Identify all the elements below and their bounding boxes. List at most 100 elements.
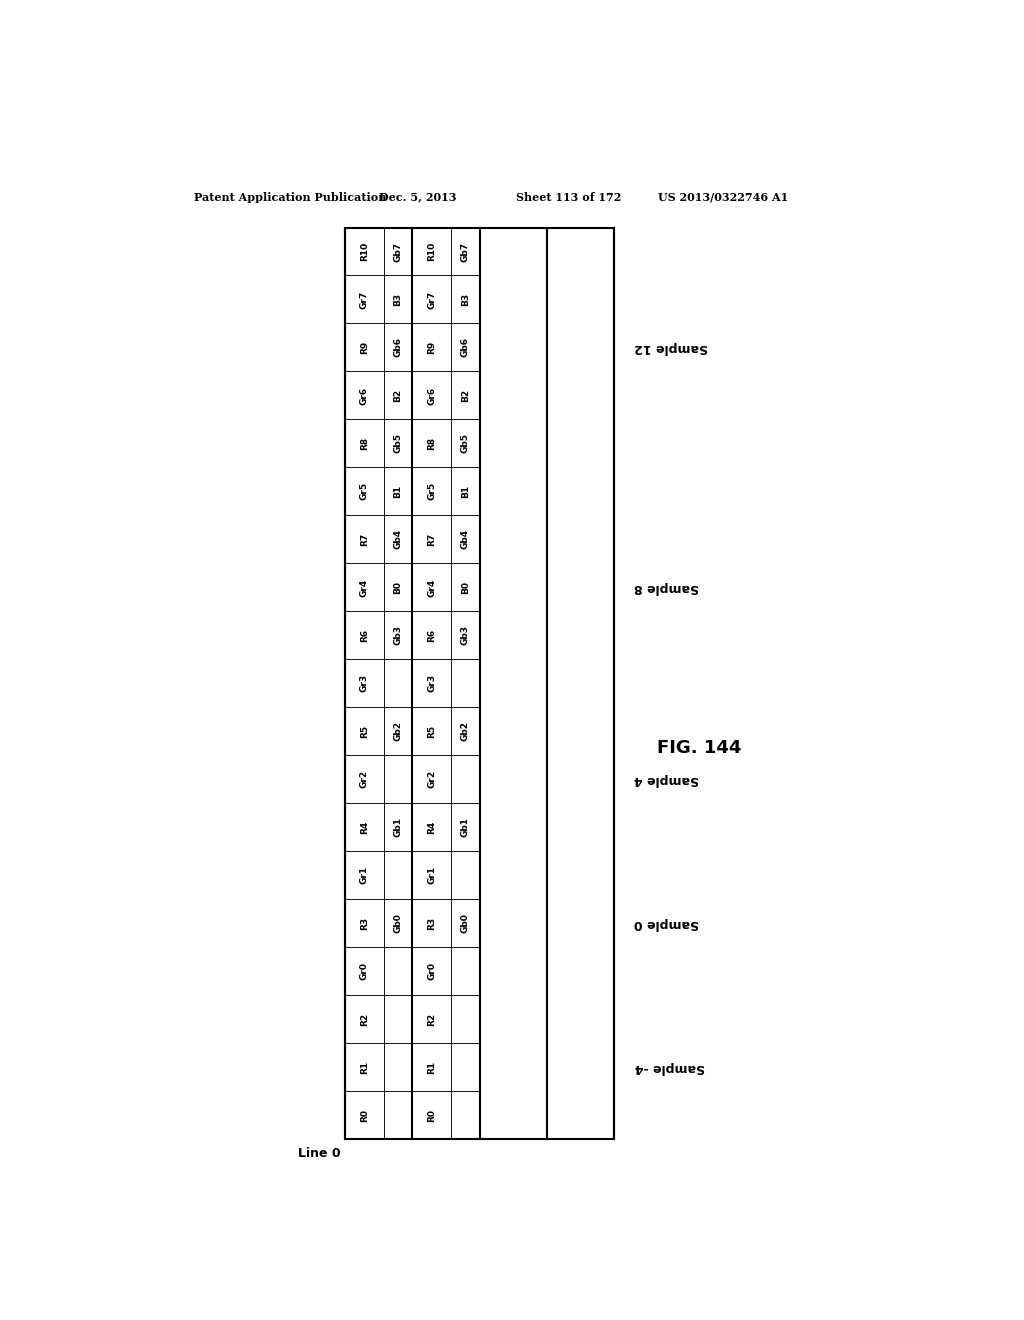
Text: R2: R2 bbox=[427, 1012, 436, 1026]
Text: Gr6: Gr6 bbox=[427, 387, 436, 404]
Bar bbox=[452, 1092, 479, 1139]
Text: R3: R3 bbox=[427, 916, 436, 929]
Text: Gb3: Gb3 bbox=[461, 626, 470, 645]
Text: R9: R9 bbox=[427, 341, 436, 354]
Text: Gr5: Gr5 bbox=[359, 482, 369, 500]
Bar bbox=[412, 227, 452, 276]
Text: Gr4: Gr4 bbox=[359, 578, 369, 597]
Bar bbox=[452, 995, 479, 1043]
Bar bbox=[345, 1043, 384, 1092]
Bar bbox=[412, 1092, 452, 1139]
Text: R4: R4 bbox=[359, 821, 369, 834]
Bar bbox=[345, 611, 384, 660]
Bar bbox=[384, 804, 412, 851]
Text: Gb5: Gb5 bbox=[393, 433, 402, 454]
Bar bbox=[412, 371, 452, 420]
Bar bbox=[452, 611, 479, 660]
Text: Gr3: Gr3 bbox=[359, 675, 369, 693]
Text: R9: R9 bbox=[359, 341, 369, 354]
Text: Gb0: Gb0 bbox=[393, 913, 402, 933]
Text: R6: R6 bbox=[359, 628, 369, 642]
Text: Line 0: Line 0 bbox=[298, 1147, 341, 1160]
Text: R8: R8 bbox=[359, 437, 369, 450]
Bar bbox=[345, 755, 384, 804]
Text: Gb3: Gb3 bbox=[393, 626, 402, 645]
Text: B2: B2 bbox=[461, 389, 470, 403]
Text: R7: R7 bbox=[427, 533, 436, 546]
Text: Sample -4: Sample -4 bbox=[634, 1061, 705, 1073]
Bar bbox=[384, 371, 412, 420]
Text: Sample 12: Sample 12 bbox=[634, 341, 709, 354]
Text: Gr5: Gr5 bbox=[427, 482, 436, 500]
Bar bbox=[452, 276, 479, 323]
Text: Gr1: Gr1 bbox=[427, 866, 436, 884]
Bar bbox=[345, 371, 384, 420]
Bar bbox=[452, 899, 479, 948]
Text: R7: R7 bbox=[359, 533, 369, 546]
Bar bbox=[345, 899, 384, 948]
Bar bbox=[452, 660, 479, 708]
Bar bbox=[345, 660, 384, 708]
Text: Gr2: Gr2 bbox=[427, 771, 436, 788]
Text: R5: R5 bbox=[427, 725, 436, 738]
Text: R0: R0 bbox=[359, 1109, 369, 1122]
Bar bbox=[452, 371, 479, 420]
Bar bbox=[452, 227, 479, 276]
Text: Gr7: Gr7 bbox=[427, 290, 436, 309]
Text: Gb6: Gb6 bbox=[393, 338, 402, 358]
Bar bbox=[345, 227, 384, 276]
Text: B3: B3 bbox=[393, 293, 402, 306]
Bar bbox=[384, 660, 412, 708]
Bar bbox=[452, 948, 479, 995]
Text: Gb1: Gb1 bbox=[393, 817, 402, 837]
Bar bbox=[384, 1043, 412, 1092]
Bar bbox=[384, 755, 412, 804]
Bar bbox=[384, 227, 412, 276]
Bar bbox=[412, 755, 452, 804]
Bar bbox=[345, 948, 384, 995]
Bar bbox=[412, 611, 452, 660]
Text: Sample 8: Sample 8 bbox=[634, 581, 699, 594]
Bar bbox=[412, 899, 452, 948]
Bar bbox=[384, 1092, 412, 1139]
Bar bbox=[384, 899, 412, 948]
Text: R6: R6 bbox=[427, 628, 436, 642]
Text: R2: R2 bbox=[359, 1012, 369, 1026]
Text: R0: R0 bbox=[427, 1109, 436, 1122]
Bar bbox=[452, 564, 479, 611]
Text: Sheet 113 of 172: Sheet 113 of 172 bbox=[516, 191, 622, 202]
Bar bbox=[345, 1092, 384, 1139]
Bar bbox=[345, 227, 614, 1139]
Bar bbox=[384, 467, 412, 515]
Text: Sample 0: Sample 0 bbox=[634, 917, 699, 929]
Bar bbox=[412, 948, 452, 995]
Bar bbox=[412, 467, 452, 515]
Bar bbox=[384, 323, 412, 371]
Bar bbox=[452, 851, 479, 899]
Text: B3: B3 bbox=[461, 293, 470, 306]
Text: Gb4: Gb4 bbox=[461, 529, 470, 549]
Text: Gr1: Gr1 bbox=[359, 866, 369, 884]
Bar bbox=[412, 323, 452, 371]
Bar bbox=[452, 420, 479, 467]
Bar bbox=[412, 276, 452, 323]
Bar bbox=[384, 564, 412, 611]
Text: B0: B0 bbox=[393, 581, 402, 594]
Text: Gb1: Gb1 bbox=[461, 817, 470, 837]
Text: Gr0: Gr0 bbox=[359, 962, 369, 981]
Bar bbox=[384, 276, 412, 323]
Text: Gb4: Gb4 bbox=[393, 529, 402, 549]
Bar bbox=[452, 755, 479, 804]
Bar bbox=[412, 851, 452, 899]
Text: US 2013/0322746 A1: US 2013/0322746 A1 bbox=[658, 191, 788, 202]
Text: Gr6: Gr6 bbox=[359, 387, 369, 404]
Bar bbox=[452, 515, 479, 564]
Bar bbox=[345, 708, 384, 755]
Bar bbox=[345, 564, 384, 611]
Bar bbox=[412, 564, 452, 611]
Bar bbox=[345, 323, 384, 371]
Text: Sample 4: Sample 4 bbox=[634, 772, 699, 785]
Text: Gr4: Gr4 bbox=[427, 578, 436, 597]
Text: Gb7: Gb7 bbox=[461, 242, 470, 261]
Text: Gb2: Gb2 bbox=[461, 721, 470, 742]
